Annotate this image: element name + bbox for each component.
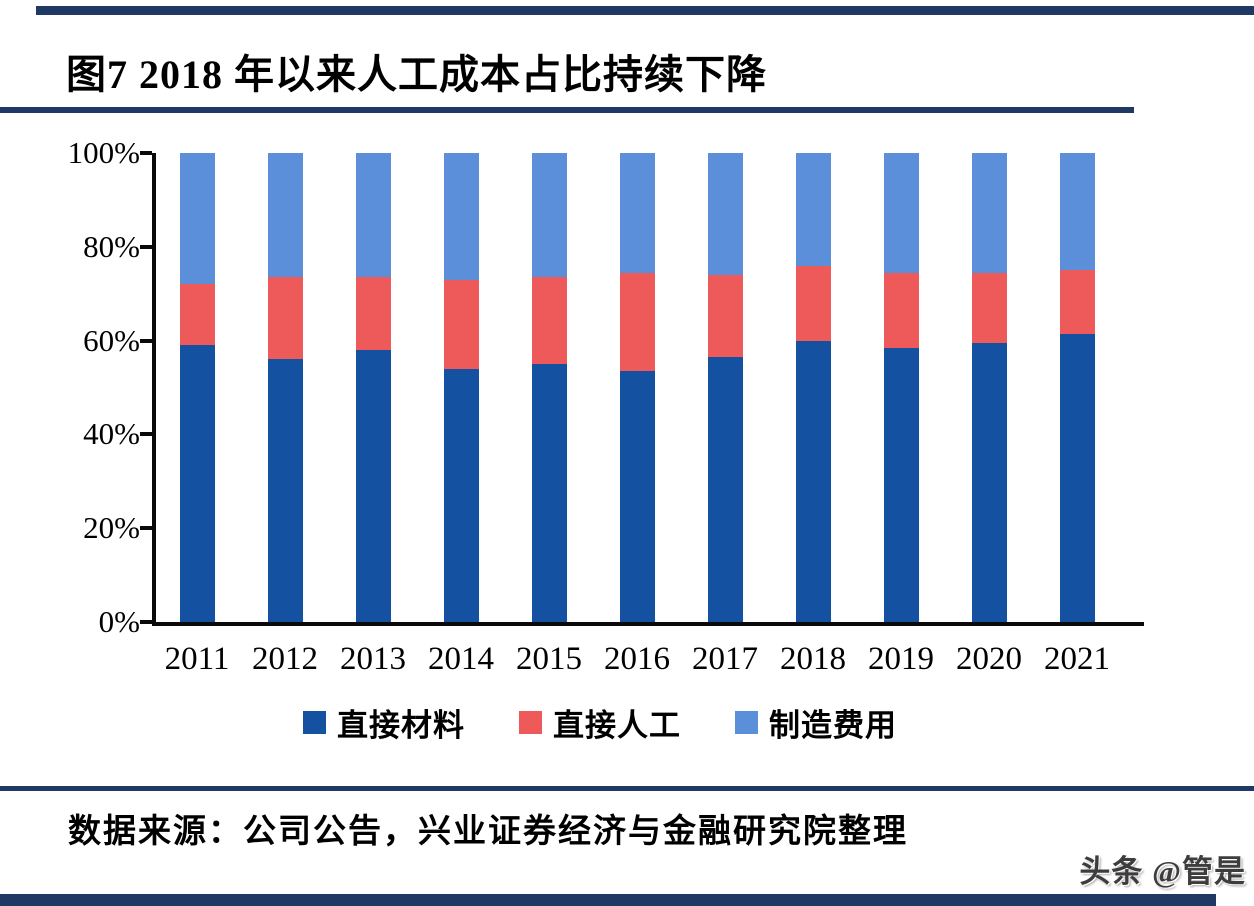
bottom-rule [0, 894, 1216, 906]
x-axis-label: 2017 [692, 641, 758, 677]
bar-segment [707, 153, 743, 275]
top-rule [36, 6, 1254, 15]
bar-column-2017 [707, 153, 743, 622]
bar-segment [179, 284, 215, 346]
bar-segment [531, 153, 567, 278]
legend-label: 制造费用 [769, 708, 897, 743]
bar-column-2012 [267, 153, 303, 622]
bar-segment [795, 340, 831, 622]
legend-swatch [519, 711, 542, 734]
bar-segment [883, 347, 919, 622]
source-divider [0, 786, 1254, 791]
bar-segment [355, 349, 391, 622]
x-axis-label: 2012 [252, 641, 318, 677]
bar-segment [267, 153, 303, 278]
legend-item: 直接人工 [519, 700, 681, 745]
bar-segment [971, 272, 1007, 343]
bar-segment [179, 153, 215, 285]
toutiao-watermark: 头条 @管是 [1079, 854, 1246, 889]
y-axis-label: 80% [83, 228, 140, 264]
bar-segment [619, 272, 655, 372]
x-axis-label: 2019 [868, 641, 934, 677]
bar-segment [179, 345, 215, 622]
bar-segment [619, 153, 655, 273]
bar-segment [707, 274, 743, 358]
bar-segment [1059, 153, 1095, 271]
legend-swatch [303, 711, 326, 734]
bar-segment [443, 279, 479, 369]
bar-column-2015 [531, 153, 567, 622]
data-source-note: 数据来源：公司公告，兴业证券经济与金融研究院整理 [68, 814, 908, 850]
y-axis-tick [140, 620, 152, 624]
y-axis-label: 60% [83, 322, 140, 358]
bar-column-2018 [795, 153, 831, 622]
bar-segment [355, 153, 391, 278]
y-axis-tick [140, 526, 152, 531]
legend-item: 直接材料 [303, 700, 465, 745]
bar-segment [707, 357, 743, 622]
bar-column-2021 [1059, 153, 1095, 622]
bar-segment [619, 371, 655, 622]
bar-segment [531, 364, 567, 622]
chart-legend: 直接材料 直接人工 制造费用 [100, 700, 1100, 745]
x-axis-label: 2018 [780, 641, 846, 677]
y-axis-tick [140, 338, 152, 343]
x-axis-label: 2020 [956, 641, 1022, 677]
bar-segment [355, 277, 391, 350]
y-axis-label: 100% [67, 135, 140, 170]
bar-segment [1059, 333, 1095, 622]
bar-segment [883, 153, 919, 273]
bar-column-2020 [971, 153, 1007, 622]
bar-segment [267, 359, 303, 622]
x-axis-label: 2011 [164, 641, 230, 677]
bar-segment [971, 342, 1007, 622]
bar-column-2016 [619, 153, 655, 622]
legend-swatch [735, 711, 758, 734]
y-axis-tick [140, 151, 152, 155]
x-axis-label: 2014 [428, 641, 494, 677]
bar-segment [1059, 270, 1095, 334]
legend-label: 直接材料 [337, 708, 465, 743]
y-axis-tick [140, 432, 152, 437]
bar-segment [443, 153, 479, 280]
plot-area [140, 151, 1144, 626]
legend-label: 直接人工 [553, 708, 681, 743]
bar-column-2011 [179, 153, 215, 622]
y-axis-label: 40% [83, 416, 140, 452]
bar-column-2019 [883, 153, 919, 622]
figure-title: 图7 2018 年以来人工成本占比持续下降 [66, 52, 767, 97]
title-underline [0, 107, 1134, 113]
bar-segment [971, 153, 1007, 273]
x-axis-label: 2021 [1044, 641, 1110, 677]
y-axis-label: 0% [98, 604, 140, 639]
bar-segment [267, 277, 303, 360]
y-axis-label: 20% [83, 510, 140, 546]
bar-column-2014 [443, 153, 479, 622]
bar-segment [531, 277, 567, 365]
bar-segment [795, 153, 831, 266]
bar-column-2013 [355, 153, 391, 622]
bar-segment [443, 368, 479, 622]
bar-segment [795, 265, 831, 341]
bar-segment [883, 272, 919, 348]
legend-item: 制造费用 [735, 700, 897, 745]
x-axis-label: 2016 [604, 641, 670, 677]
y-axis-tick [140, 244, 152, 249]
x-axis-label: 2013 [340, 641, 406, 677]
x-axis-label: 2015 [516, 641, 582, 677]
